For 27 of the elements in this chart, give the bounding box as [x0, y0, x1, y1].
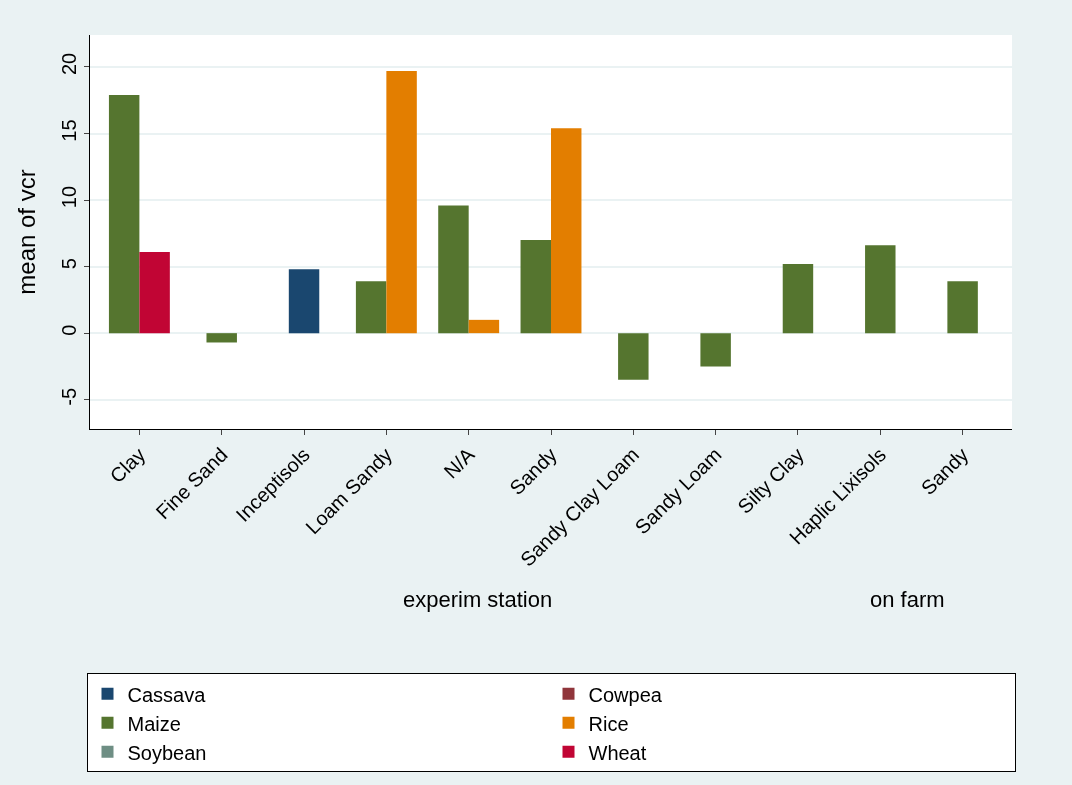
bar: [947, 281, 978, 334]
bar: [139, 251, 170, 334]
y-tick-label: 20: [58, 52, 80, 76]
bar: [288, 269, 320, 334]
legend-label: Cassava: [127, 683, 207, 706]
x-tick-label: Clay: [105, 443, 150, 488]
bar: [468, 319, 500, 334]
bar: [865, 245, 896, 334]
bar: [386, 70, 417, 334]
bar: [551, 128, 582, 334]
legend-label: Rice: [588, 712, 629, 735]
y-tick-label: 5: [58, 258, 80, 270]
y-tick-label: 0: [58, 324, 80, 336]
y-tick-label: 15: [58, 119, 80, 142]
legend-label: Soybean: [127, 741, 207, 764]
y-axis-title: mean of vcr: [13, 169, 41, 295]
legend-label: Wheat: [588, 741, 647, 764]
text: experim station: [403, 587, 553, 612]
bar: [108, 94, 140, 334]
bar: [782, 263, 814, 334]
x-tick-label: Silty Clay: [733, 443, 808, 518]
legend-label: Maize: [127, 712, 181, 735]
legend-label: Cowpea: [588, 683, 663, 706]
y-tick-label: -5: [58, 387, 80, 406]
x-tick-label: N/A: [439, 442, 480, 483]
y-tick-label: 10: [58, 185, 80, 209]
text: on farm: [870, 587, 945, 612]
